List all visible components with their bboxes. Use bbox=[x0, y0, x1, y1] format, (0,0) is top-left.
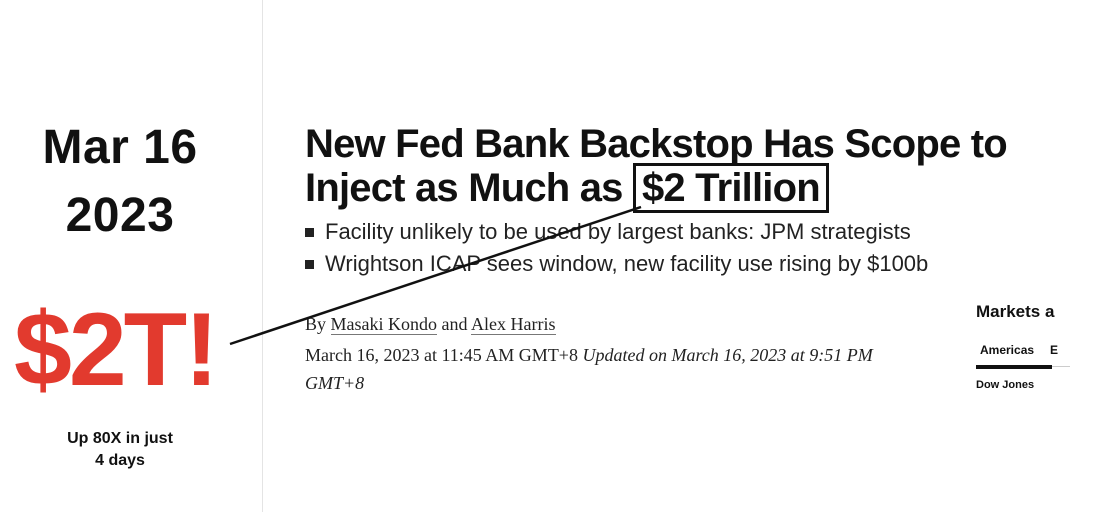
caption-line-1: Up 80X in just bbox=[67, 430, 173, 447]
panel-divider bbox=[262, 0, 263, 512]
big-amount-label: $2T! bbox=[14, 292, 219, 408]
summary-bullet: Wrightson ICAP sees window, new facility… bbox=[305, 248, 1065, 280]
byline-and: and bbox=[437, 314, 472, 334]
author-link-alex-harris[interactable]: Alex Harris bbox=[471, 314, 556, 335]
date-year: 2023 bbox=[65, 189, 175, 242]
caption-line-2: 4 days bbox=[95, 452, 145, 469]
summary-bullet-text: Wrightson ICAP sees window, new facility… bbox=[325, 251, 929, 276]
markets-widget: Markets a Americas E Dow Jones bbox=[976, 300, 1070, 393]
author-link-masaki-kondo[interactable]: Masaki Kondo bbox=[330, 314, 438, 335]
byline-prefix: By bbox=[305, 314, 331, 334]
bullet-square-icon bbox=[305, 260, 314, 269]
article-timestamp: March 16, 2023 at 11:45 AM GMT+8 Updated… bbox=[305, 341, 905, 397]
headline-highlight-box: $2 Trillion bbox=[632, 163, 829, 213]
updated-time: Updated on March 16, 2023 at 9:51 PM GMT… bbox=[305, 345, 873, 393]
tab-europe[interactable]: E bbox=[1050, 343, 1059, 357]
date-month-day: Mar 16 bbox=[42, 121, 198, 174]
article-byline: By Masaki Kondo and Alex Harris bbox=[305, 312, 556, 336]
market-index-dow-jones[interactable]: Dow Jones bbox=[976, 379, 1035, 391]
markets-widget-title: Markets a bbox=[976, 302, 1055, 321]
growth-caption: Up 80X in just 4 days bbox=[30, 428, 210, 472]
article-headline[interactable]: New Fed Bank Backstop Has Scope to Injec… bbox=[305, 122, 1065, 213]
article-summary-bullets: Facility unlikely to be used by largest … bbox=[305, 216, 1065, 280]
active-tab-indicator bbox=[976, 365, 1052, 369]
markets-region-tabs: Americas E bbox=[976, 338, 1070, 369]
tab-americas[interactable]: Americas bbox=[980, 343, 1035, 357]
summary-bullet: Facility unlikely to be used by largest … bbox=[305, 216, 1065, 248]
summary-bullet-text: Facility unlikely to be used by largest … bbox=[325, 219, 911, 244]
published-time: March 16, 2023 at 11:45 AM GMT+8 bbox=[305, 345, 578, 365]
left-summary-panel: Mar 16 2023 $2T! Up 80X in just 4 days bbox=[0, 0, 262, 512]
bullet-square-icon bbox=[305, 228, 314, 237]
headline-text: New Fed Bank Backstop Has Scope to Injec… bbox=[305, 122, 1008, 210]
